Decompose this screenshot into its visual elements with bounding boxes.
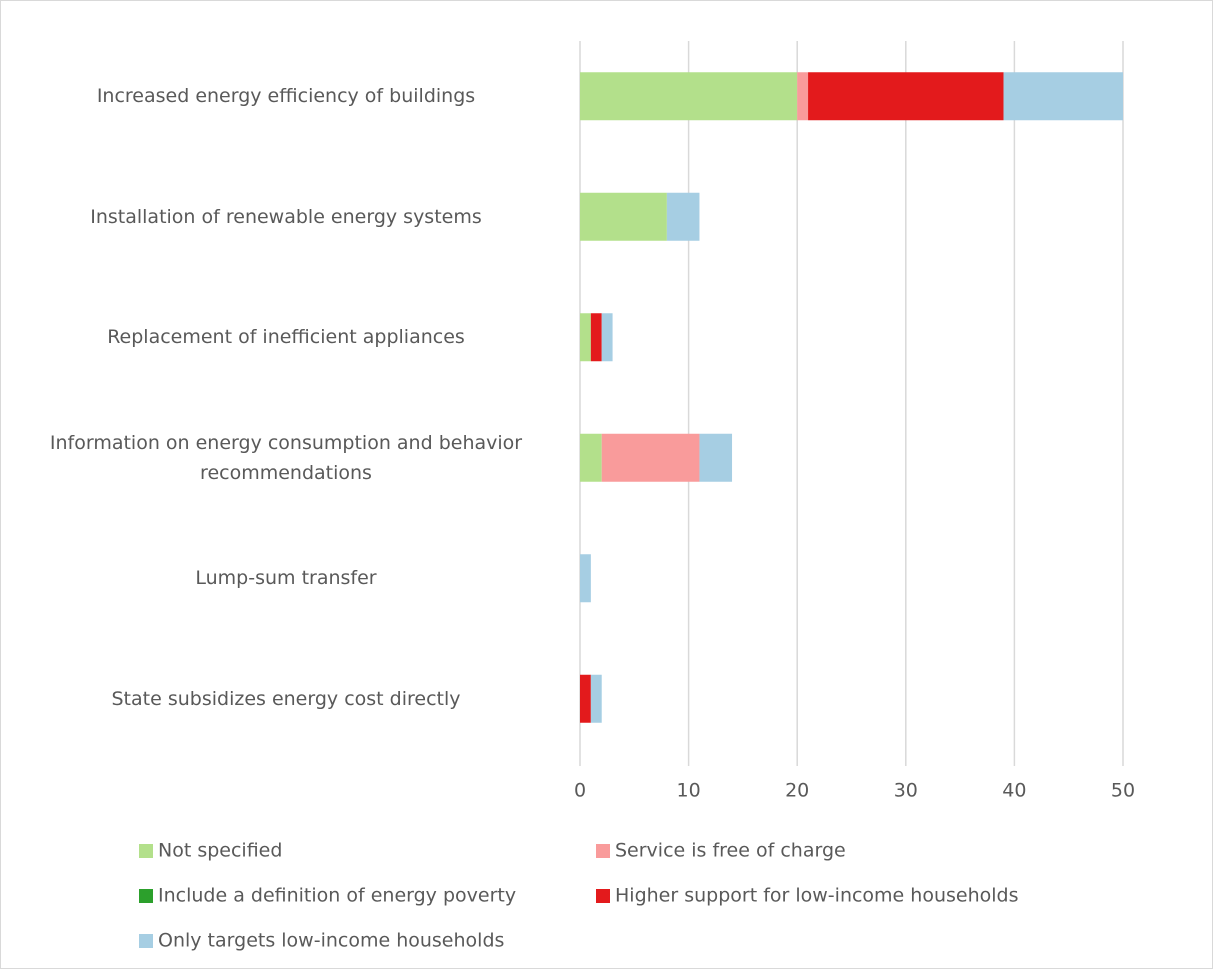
x-tick-label: 50 bbox=[1111, 780, 1135, 802]
y-tick-label: State subsidizes energy cost directly bbox=[111, 687, 461, 710]
x-tick-label: 10 bbox=[677, 780, 701, 802]
bar-segment bbox=[590, 674, 602, 723]
bar-segment bbox=[601, 433, 700, 482]
y-tick-label: Lump-sum transfer bbox=[195, 567, 377, 590]
x-tick-label: 20 bbox=[785, 780, 809, 802]
y-tick-label: Installation of renewable energy systems bbox=[90, 205, 482, 228]
legend-label: Not specified bbox=[158, 840, 282, 862]
bar-segment bbox=[797, 72, 809, 121]
x-tick-label: 0 bbox=[574, 780, 586, 802]
x-tick-label: 30 bbox=[894, 780, 918, 802]
bar-segment bbox=[580, 433, 602, 482]
legend-label: Only targets low-income households bbox=[158, 930, 504, 952]
bar-segment bbox=[580, 674, 591, 723]
legend-label: Higher support for low-income households bbox=[615, 885, 1019, 907]
y-tick-label: Increased energy efficiency of buildings bbox=[96, 85, 476, 108]
bar-segment bbox=[666, 192, 700, 241]
bar-segment bbox=[590, 313, 602, 362]
bar-segment bbox=[580, 554, 591, 603]
legend-swatch bbox=[139, 934, 153, 948]
bar-segment bbox=[1003, 72, 1123, 121]
legend-label: Service is free of charge bbox=[615, 840, 846, 862]
legend-swatch bbox=[139, 844, 153, 858]
y-tick-label: Replacement of inefficient appliances bbox=[107, 326, 465, 349]
y-tick-label: Information on energy consumption and be… bbox=[49, 431, 523, 484]
bar-segment bbox=[699, 433, 733, 482]
legend-swatch bbox=[139, 889, 153, 903]
bar-segment bbox=[580, 72, 798, 121]
bar-segment bbox=[808, 72, 1004, 121]
x-tick-label: 40 bbox=[1002, 780, 1026, 802]
bar-segment bbox=[601, 313, 613, 362]
legend-swatch bbox=[596, 844, 610, 858]
bar-segment bbox=[580, 192, 667, 241]
bar-segment bbox=[580, 313, 591, 362]
legend-swatch bbox=[596, 889, 610, 903]
legend-label: Include a definition of energy poverty bbox=[158, 885, 516, 907]
